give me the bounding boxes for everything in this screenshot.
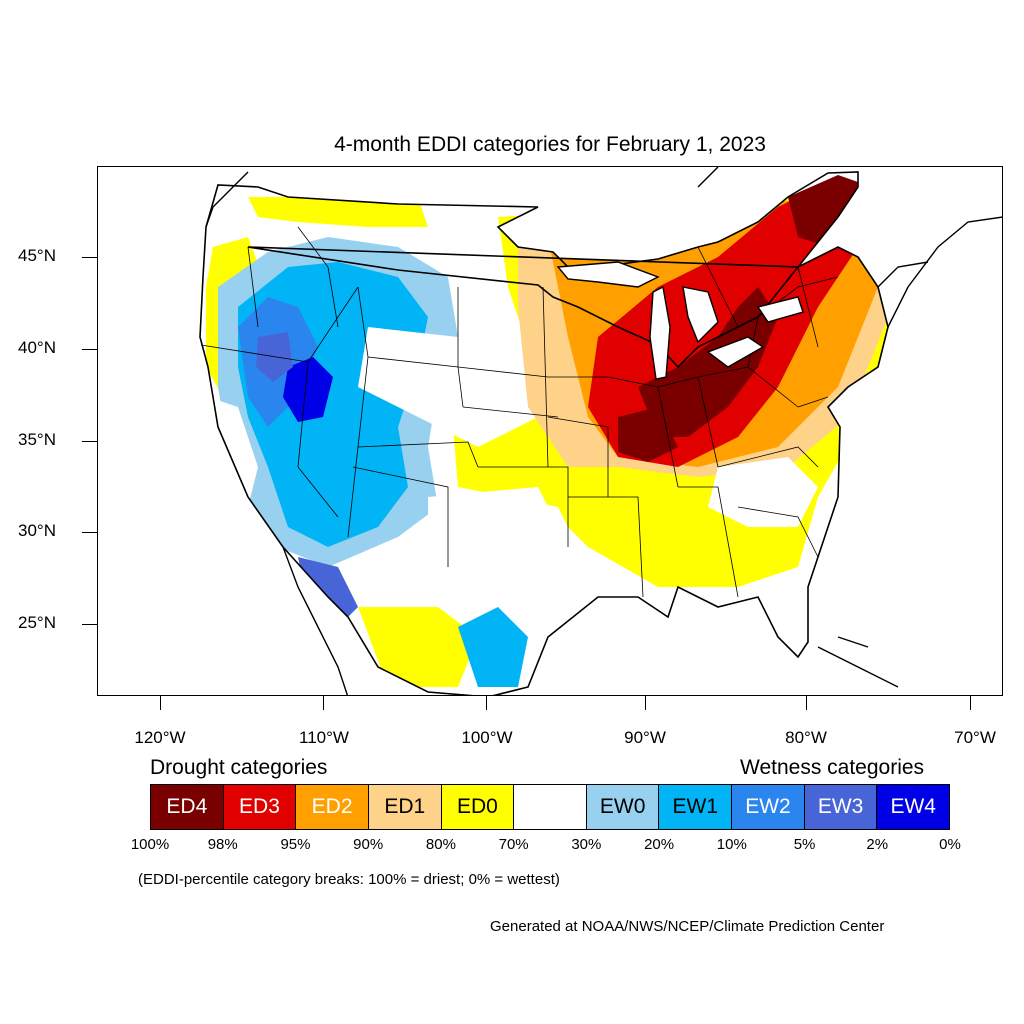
legend-ed2-label: ED2 bbox=[311, 795, 353, 818]
state-borders bbox=[200, 226, 839, 598]
lat-label-25: 25°N bbox=[18, 613, 56, 632]
lat-label-40: 40°N bbox=[18, 338, 56, 357]
map-title: 4-month EDDI categories for February 1, … bbox=[334, 133, 766, 156]
pct-label: 2% bbox=[866, 836, 889, 853]
legend-ew1: EW1 bbox=[658, 784, 733, 830]
lon-tick-110 bbox=[323, 696, 324, 710]
legend-ew4: EW4 bbox=[876, 784, 951, 830]
legend-ed1: ED1 bbox=[367, 784, 442, 830]
pct-label: 0% bbox=[939, 836, 961, 853]
lat-label-35: 35°N bbox=[18, 430, 56, 449]
lon-tick-90 bbox=[645, 696, 646, 710]
legend-ew0: EW0 bbox=[585, 784, 660, 830]
category-legend: ED4 ED3 ED2 ED1 ED0 EW0 EW1 EW2 EW3 EW4 bbox=[150, 784, 951, 830]
legend-ew0-label: EW0 bbox=[599, 795, 646, 818]
category-layers bbox=[206, 175, 888, 687]
lat-tick-45 bbox=[82, 257, 97, 258]
pct-label: 30% bbox=[571, 836, 602, 853]
legend-ew3-label: EW3 bbox=[817, 795, 864, 818]
percentile-note: (EDDI-percentile category breaks: 100% =… bbox=[138, 871, 560, 888]
legend-ew1-label: EW1 bbox=[672, 795, 719, 818]
pct-label: 70% bbox=[498, 836, 529, 853]
lat-tick-30 bbox=[82, 532, 97, 533]
lon-tick-70 bbox=[970, 696, 971, 710]
pct-label: 100% bbox=[130, 836, 170, 853]
great-lakes bbox=[556, 261, 804, 380]
legend-ed4-label: ED4 bbox=[166, 795, 208, 818]
pct-label: 98% bbox=[207, 836, 238, 853]
pct-label: 10% bbox=[716, 836, 747, 853]
region-neutral-texas bbox=[428, 487, 568, 607]
lat-tick-35 bbox=[82, 441, 97, 442]
legend-ew2-label: EW2 bbox=[745, 795, 791, 818]
legend-ed0-label: ED0 bbox=[456, 795, 498, 818]
drought-categories-title: Drought categories bbox=[150, 756, 328, 779]
legend-ed3-label: ED3 bbox=[239, 795, 280, 818]
lon-label-70: 70°W bbox=[954, 728, 996, 747]
region-neutral-plains bbox=[358, 327, 518, 447]
lat-tick-25 bbox=[82, 624, 97, 625]
legend-ew3: EW3 bbox=[803, 784, 878, 830]
pct-label: 95% bbox=[280, 836, 311, 853]
lon-label-80: 80°W bbox=[785, 728, 827, 747]
pct-label: 80% bbox=[425, 836, 456, 853]
legend-ew2: EW2 bbox=[731, 784, 805, 830]
legend-neutral bbox=[513, 784, 587, 830]
lon-tick-120 bbox=[160, 696, 161, 710]
lon-tick-80 bbox=[806, 696, 807, 710]
region-ew1-tx bbox=[458, 607, 528, 687]
lon-tick-100 bbox=[486, 696, 487, 710]
lat-label-30: 30°N bbox=[18, 521, 56, 540]
region-ed0-south-tx bbox=[358, 607, 478, 687]
pct-label: 20% bbox=[644, 836, 675, 853]
map-canvas bbox=[199, 167, 1002, 695]
lon-label-120: 120°W bbox=[134, 728, 186, 747]
legend-ew4-label: EW4 bbox=[890, 795, 936, 818]
lon-label-110: 110°W bbox=[299, 728, 349, 747]
credit-text: Generated at NOAA/NWS/NCEP/Climate Predi… bbox=[490, 918, 885, 935]
region-ed0-north bbox=[248, 197, 428, 227]
legend-ed4: ED4 bbox=[150, 784, 224, 830]
region-neutral-southeast bbox=[708, 457, 818, 527]
lon-label-100: 100°W bbox=[461, 728, 513, 747]
region-ew4-utah bbox=[283, 357, 333, 422]
us-outline bbox=[199, 171, 889, 695]
wetness-categories-title: Wetness categories bbox=[740, 756, 925, 779]
legend-ed3: ED3 bbox=[222, 784, 297, 830]
legend-ed1-label: ED1 bbox=[384, 795, 426, 818]
pct-label: 5% bbox=[793, 836, 816, 853]
lon-label-90: 90°W bbox=[624, 728, 666, 747]
legend-ed2: ED2 bbox=[295, 784, 369, 830]
eddi-map bbox=[97, 166, 1003, 696]
legend-ed0: ED0 bbox=[440, 784, 515, 830]
lat-tick-40 bbox=[82, 349, 97, 350]
region-neutral-calif bbox=[208, 397, 258, 507]
region-ed4-indiana bbox=[618, 407, 678, 462]
pct-label: 90% bbox=[353, 836, 384, 853]
lat-label-45: 45°N bbox=[18, 246, 56, 265]
surrounding-coastlines bbox=[205, 167, 1002, 695]
